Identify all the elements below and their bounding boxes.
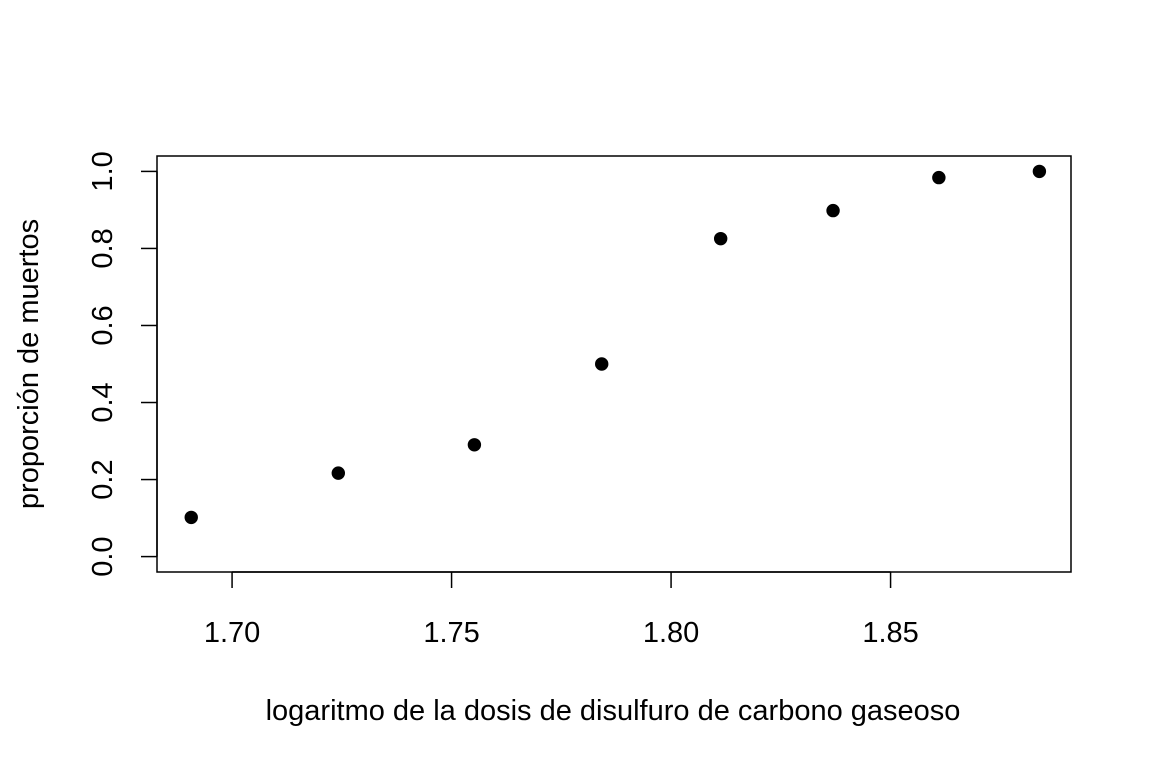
y-tick-label: 0.6 [87, 305, 119, 345]
data-point [595, 357, 609, 371]
data-point [467, 438, 482, 452]
y-tick-label: 0.0 [87, 536, 119, 576]
x-axis-label: logaritmo de la dosis de disulfuro de ca… [266, 695, 961, 727]
x-tick-label: 1.70 [204, 617, 260, 649]
data-points [184, 164, 1047, 525]
data-point [1032, 164, 1047, 179]
data-point [713, 231, 728, 246]
x-tick-label: 1.75 [423, 617, 479, 649]
data-point [184, 510, 198, 525]
data-point [932, 170, 946, 185]
y-tick-label: 0.2 [87, 459, 119, 499]
x-tick-label: 1.85 [862, 617, 918, 649]
y-tick-label: 0.4 [87, 382, 119, 422]
data-point [331, 466, 346, 480]
y-axis: 0.0 0.2 0.4 0.6 0.8 1.0 [87, 151, 158, 577]
y-axis-label: proporción de muertos [13, 219, 45, 509]
x-tick-label: 1.80 [643, 617, 699, 649]
y-tick-label: 0.8 [87, 228, 119, 268]
y-tick-label: 1.0 [87, 151, 119, 191]
plot-border [156, 155, 1072, 573]
plot-frame [156, 155, 1072, 573]
data-point [826, 203, 840, 218]
x-axis: 1.70 1.75 1.80 1.85 [204, 571, 919, 649]
